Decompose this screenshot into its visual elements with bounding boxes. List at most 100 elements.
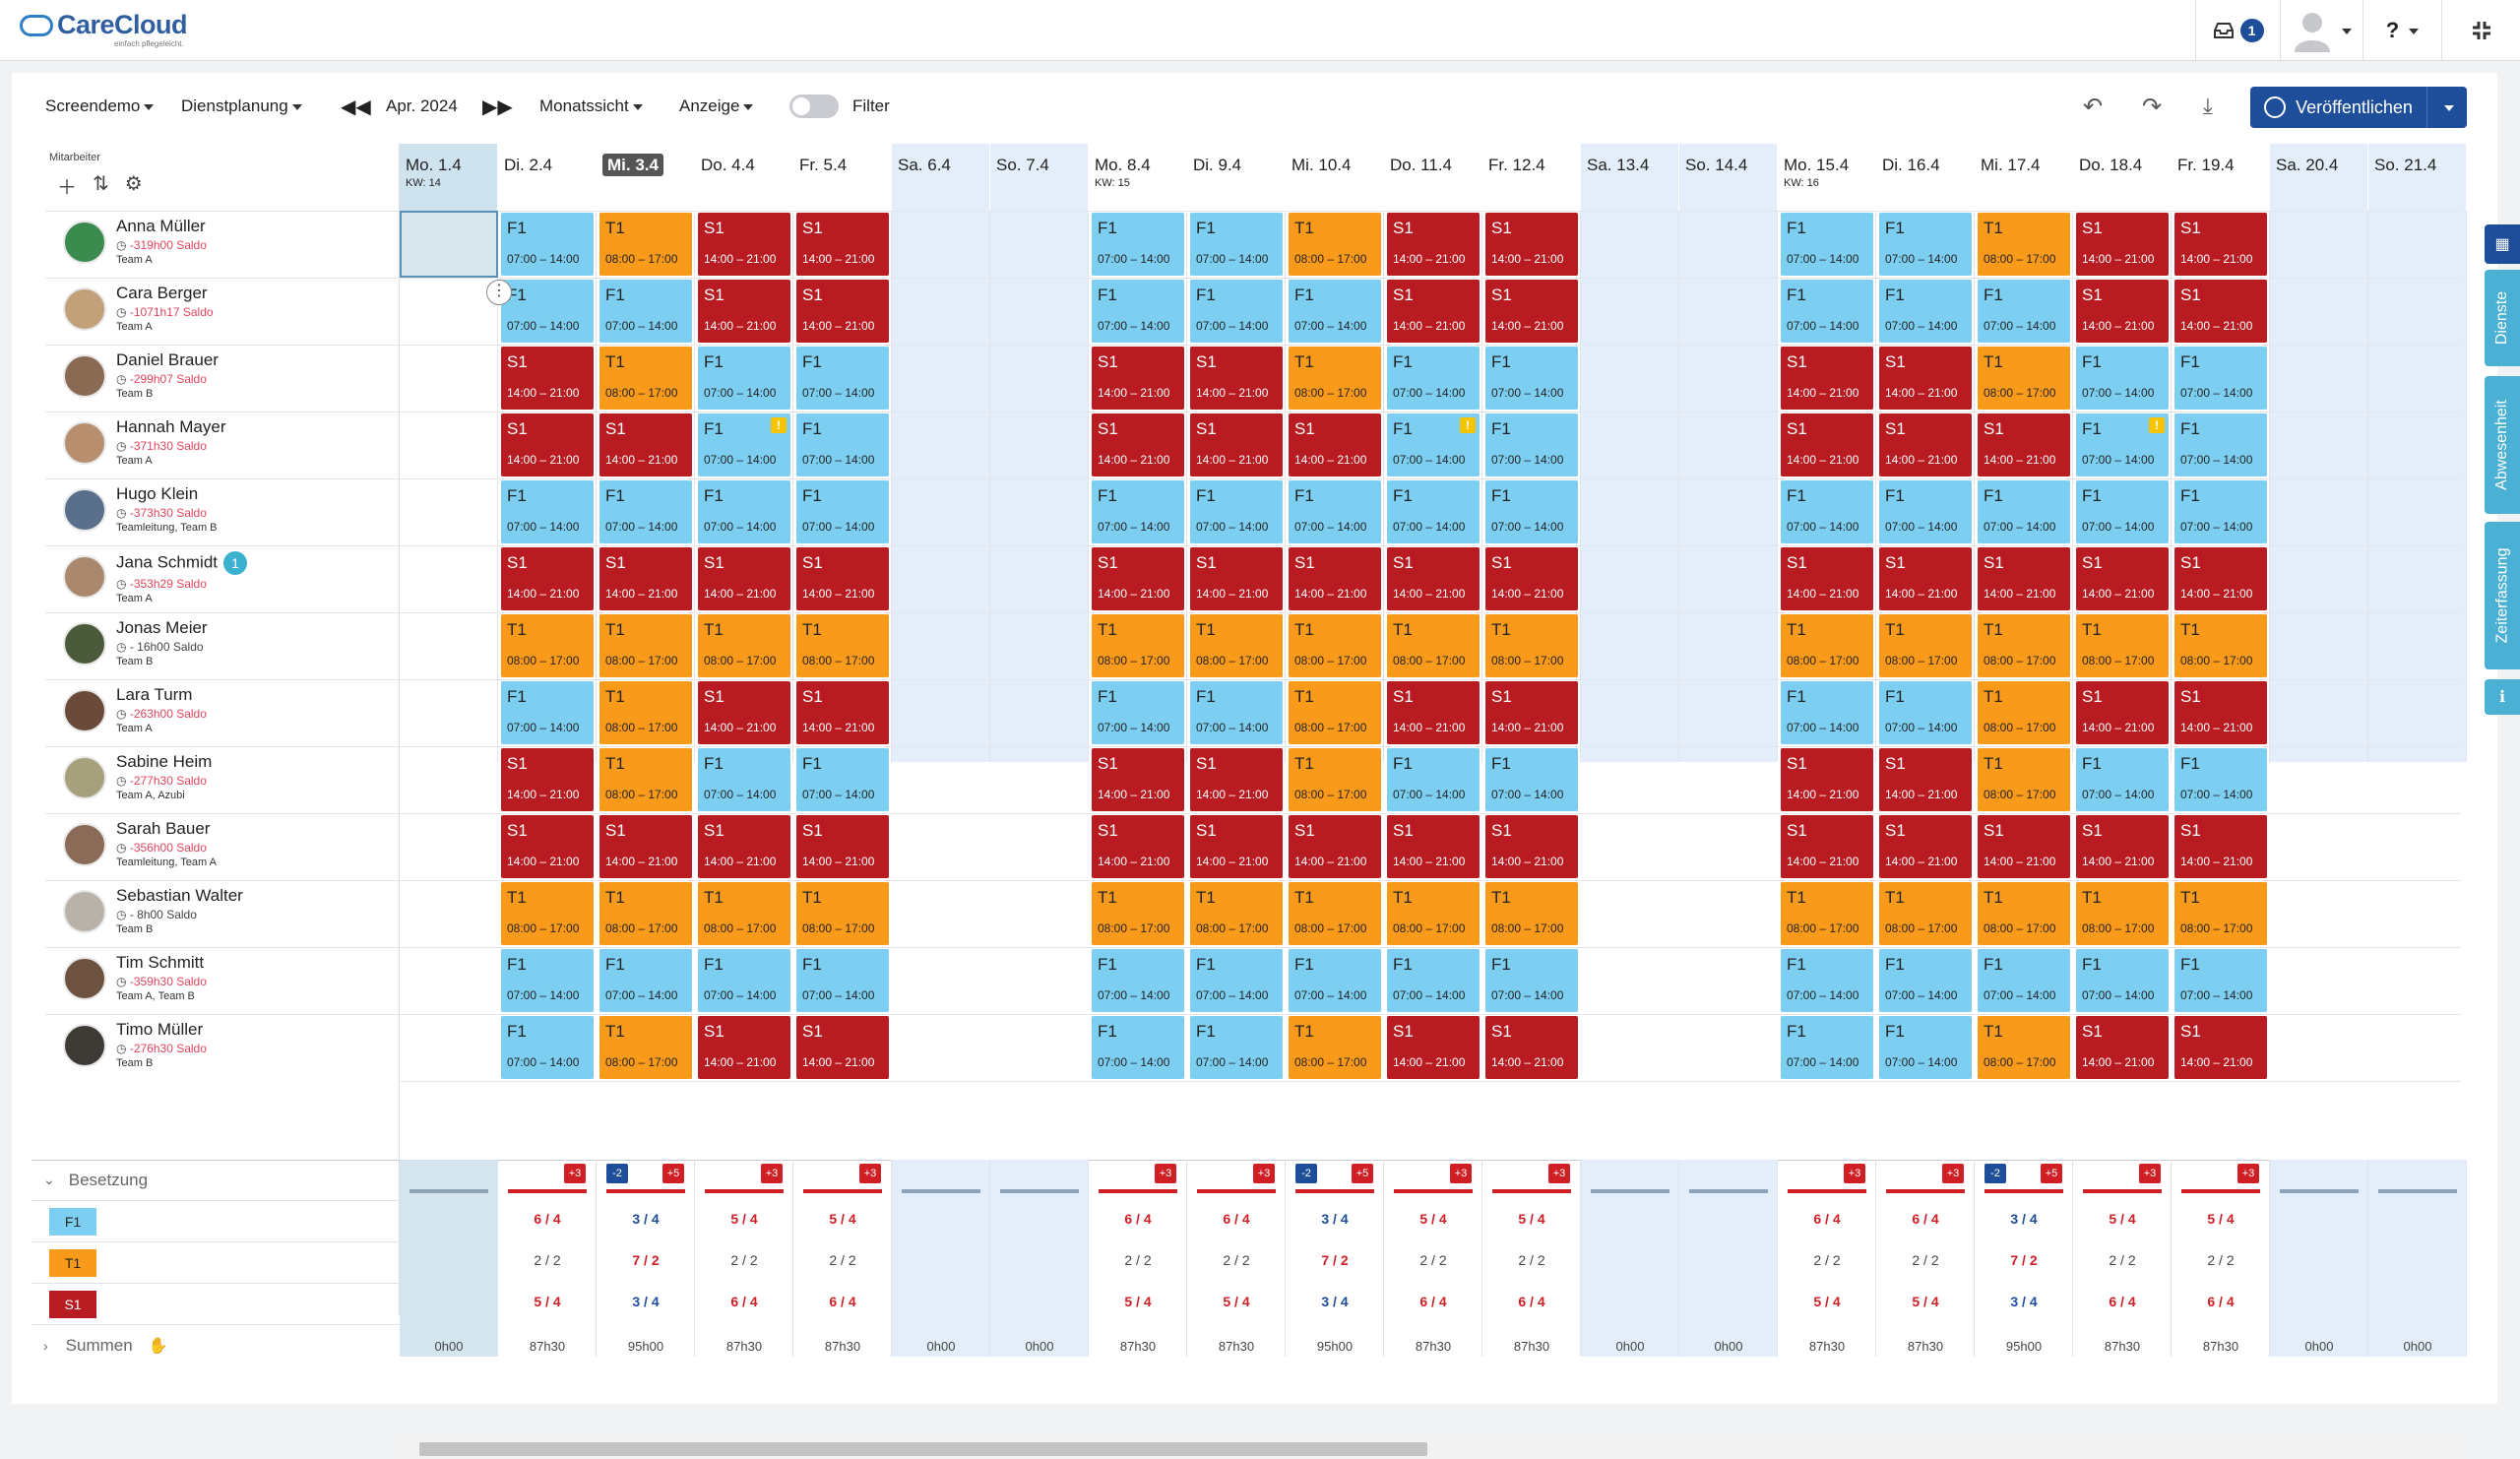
shift-cell[interactable]: F1 07:00 – 14:00 (1387, 748, 1480, 811)
shift-cell[interactable]: F1 07:00 – 14:00 (1190, 280, 1283, 343)
help-button[interactable]: ? (2362, 0, 2441, 61)
shift-cell[interactable]: F1 07:00 – 14:00! (1387, 413, 1480, 476)
filter-toggle[interactable]: Filter (789, 93, 890, 120)
shift-cell[interactable]: S1 14:00 – 21:00 (1387, 280, 1480, 343)
shift-cell[interactable]: S1 14:00 – 21:00 (2174, 547, 2267, 610)
shift-cell[interactable]: S1 14:00 – 21:00 (1485, 815, 1578, 878)
shift-cell[interactable]: T1 08:00 – 17:00 (1289, 1016, 1381, 1079)
cell-menu-button[interactable]: ⋮ (486, 280, 512, 305)
shift-cell[interactable]: F1 07:00 – 14:00 (1781, 480, 1873, 543)
undo-button[interactable]: ↶ (2083, 93, 2103, 120)
day-header[interactable]: Di. 16.4 (1876, 144, 1975, 211)
shift-cell[interactable]: S1 14:00 – 21:00 (599, 547, 692, 610)
shift-cell[interactable]: F1 07:00 – 14:00 (796, 480, 889, 543)
shift-cell[interactable]: T1 08:00 – 17:00 (1978, 681, 2070, 744)
notification-badge[interactable]: 1 (223, 551, 247, 575)
shift-cell[interactable]: S1 14:00 – 21:00 (501, 547, 594, 610)
shift-cell[interactable]: F1 07:00 – 14:00 (698, 748, 790, 811)
scrollbar-thumb[interactable] (419, 1442, 1427, 1456)
shift-cell[interactable]: F1 07:00 – 14:00 (1781, 681, 1873, 744)
shift-cell[interactable]: F1 07:00 – 14:00 (2076, 748, 2169, 811)
shift-cell[interactable]: S1 14:00 – 21:00 (1092, 815, 1184, 878)
employee-row[interactable]: Daniel Brauer ◷ -299h07 Saldo Team B (45, 345, 400, 412)
shift-cell[interactable]: S1 14:00 – 21:00 (1092, 547, 1184, 610)
shift-cell[interactable]: F1 07:00 – 14:00 (1879, 480, 1972, 543)
shift-cell[interactable]: F1 07:00 – 14:00 (2076, 480, 2169, 543)
day-header[interactable]: Mi. 17.4 (1975, 144, 2073, 211)
shift-cell[interactable]: S1 14:00 – 21:00 (1978, 547, 2070, 610)
employee-row[interactable]: Hannah Mayer ◷ -371h30 Saldo Team A (45, 412, 400, 478)
shift-cell[interactable]: S1 14:00 – 21:00 (2076, 280, 2169, 343)
shift-cell[interactable]: F1 07:00 – 14:00! (2076, 413, 2169, 476)
shift-cell[interactable]: S1 14:00 – 21:00 (599, 413, 692, 476)
shift-cell[interactable]: S1 14:00 – 21:00 (2076, 547, 2169, 610)
shift-cell[interactable]: T1 08:00 – 17:00 (1190, 614, 1283, 677)
shift-cell[interactable]: T1 08:00 – 17:00 (599, 213, 692, 276)
shift-cell[interactable]: S1 14:00 – 21:00 (1289, 413, 1381, 476)
shift-cell[interactable]: S1 14:00 – 21:00 (2076, 815, 2169, 878)
shift-cell[interactable]: T1 08:00 – 17:00 (1092, 614, 1184, 677)
besetzung-toggle[interactable]: ⌄ Besetzung (32, 1160, 400, 1201)
shift-cell[interactable]: S1 14:00 – 21:00 (1781, 748, 1873, 811)
shift-cell[interactable]: S1 14:00 – 21:00 (698, 1016, 790, 1079)
shift-cell[interactable]: T1 08:00 – 17:00 (796, 614, 889, 677)
shift-cell[interactable]: T1 08:00 – 17:00 (1190, 882, 1283, 945)
add-icon[interactable]: ＋ (57, 177, 77, 199)
shift-cell[interactable]: T1 08:00 – 17:00 (1978, 213, 2070, 276)
warning-icon[interactable]: ! (1460, 417, 1476, 433)
shift-cell[interactable]: T1 08:00 – 17:00 (1387, 882, 1480, 945)
shift-cell[interactable]: F1 07:00 – 14:00 (501, 1016, 594, 1079)
shift-cell[interactable]: T1 08:00 – 17:00 (1485, 882, 1578, 945)
shift-cell[interactable]: T1 08:00 – 17:00 (1978, 614, 2070, 677)
shift-cell[interactable]: S1 14:00 – 21:00 (1485, 547, 1578, 610)
day-header[interactable]: Do. 18.4 (2073, 144, 2172, 211)
shift-cell[interactable]: F1 07:00 – 14:00 (1190, 480, 1283, 543)
day-header[interactable]: Sa. 13.4 (1581, 144, 1679, 211)
shift-cell[interactable]: S1 14:00 – 21:00 (501, 413, 594, 476)
shift-cell[interactable]: F1 07:00 – 14:00 (2174, 949, 2267, 1012)
shift-cell[interactable]: S1 14:00 – 21:00 (1387, 815, 1480, 878)
shift-cell[interactable]: S1 14:00 – 21:00 (796, 1016, 889, 1079)
shift-cell[interactable]: T1 08:00 – 17:00 (1289, 213, 1381, 276)
shift-cell[interactable]: S1 14:00 – 21:00 (599, 815, 692, 878)
shift-cell[interactable]: S1 14:00 – 21:00 (1092, 347, 1184, 410)
shift-cell[interactable]: F1 07:00 – 14:00 (2174, 748, 2267, 811)
shift-cell[interactable]: T1 08:00 – 17:00 (501, 614, 594, 677)
day-header[interactable]: Fr. 5.4 (793, 144, 892, 211)
shift-cell[interactable]: T1 08:00 – 17:00 (1978, 882, 2070, 945)
shift-cell[interactable]: F1 07:00 – 14:00 (2076, 949, 2169, 1012)
shift-cell[interactable]: T1 08:00 – 17:00 (1387, 614, 1480, 677)
shift-cell[interactable]: S1 14:00 – 21:00 (1781, 413, 1873, 476)
shift-cell[interactable]: S1 14:00 – 21:00 (1978, 815, 2070, 878)
shift-cell[interactable]: T1 08:00 – 17:00 (599, 882, 692, 945)
toggle-switch[interactable] (789, 95, 839, 118)
shift-cell[interactable]: F1 07:00 – 14:00 (1879, 280, 1972, 343)
shift-cell[interactable]: F1 07:00 – 14:00 (1781, 949, 1873, 1012)
shift-cell[interactable]: F1 07:00 – 14:00 (599, 949, 692, 1012)
shift-cell[interactable]: F1 07:00 – 14:00 (2174, 347, 2267, 410)
inbox-button[interactable]: 1 (2195, 0, 2280, 61)
shift-cell[interactable]: F1 07:00 – 14:00 (698, 347, 790, 410)
shift-cell[interactable]: S1 14:00 – 21:00 (2076, 681, 2169, 744)
shift-cell[interactable]: T1 08:00 – 17:00 (1289, 882, 1381, 945)
shift-cell[interactable]: T1 08:00 – 17:00 (796, 882, 889, 945)
day-header[interactable]: So. 21.4 (2368, 144, 2467, 211)
shift-cell[interactable]: S1 14:00 – 21:00 (1879, 347, 1972, 410)
shift-cell[interactable]: S1 14:00 – 21:00 (1190, 347, 1283, 410)
day-header[interactable]: Mi. 3.4 (597, 144, 695, 211)
shift-cell[interactable]: F1 07:00 – 14:00 (501, 681, 594, 744)
shift-cell[interactable]: S1 14:00 – 21:00 (1485, 280, 1578, 343)
shift-cell[interactable]: F1 07:00 – 14:00 (2174, 480, 2267, 543)
publish-options-button[interactable] (2427, 103, 2467, 111)
shift-cell[interactable]: S1 14:00 – 21:00 (2174, 815, 2267, 878)
shift-cell[interactable]: T1 08:00 – 17:00 (2174, 614, 2267, 677)
shift-cell[interactable]: S1 14:00 – 21:00 (1485, 1016, 1578, 1079)
day-header[interactable]: Do. 11.4 (1384, 144, 1482, 211)
shift-cell[interactable]: F1 07:00 – 14:00 (796, 347, 889, 410)
shift-cell[interactable]: T1 08:00 – 17:00 (2076, 614, 2169, 677)
shift-cell[interactable]: F1 07:00 – 14:00 (698, 949, 790, 1012)
employee-row[interactable]: Jana Schmidt 1 ◷ -353h29 Saldo Team A (45, 545, 400, 612)
shift-cell[interactable]: F1 07:00 – 14:00 (1485, 949, 1578, 1012)
side-tab-abwesenheit[interactable]: Abwesenheit (2485, 376, 2520, 514)
shift-cell[interactable]: T1 08:00 – 17:00 (599, 347, 692, 410)
